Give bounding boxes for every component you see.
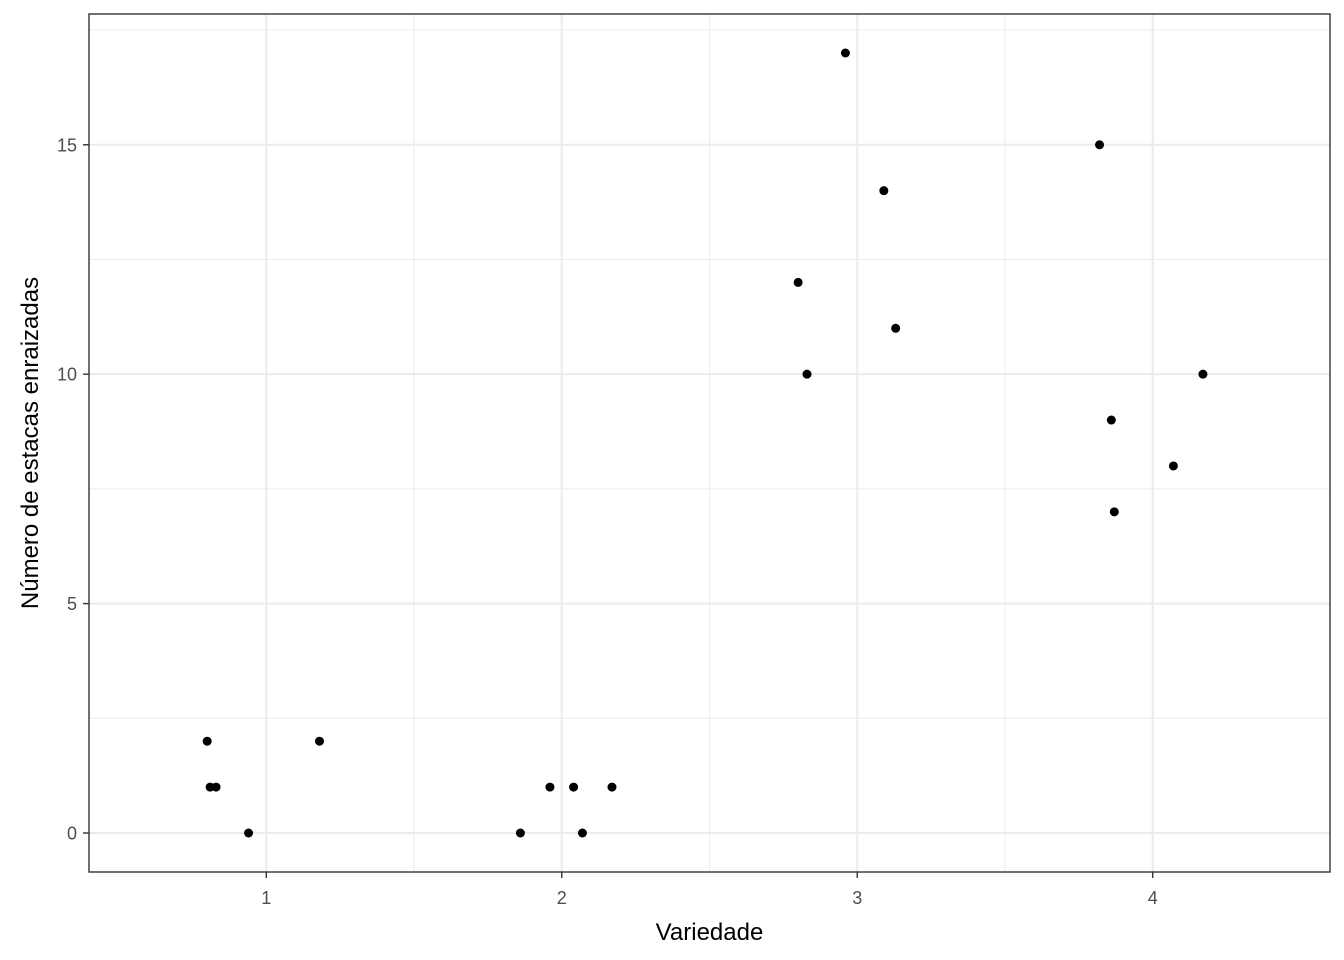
data-point bbox=[607, 782, 617, 792]
data-point bbox=[202, 736, 212, 746]
data-point bbox=[577, 828, 587, 838]
y-tick-label: 5 bbox=[67, 594, 77, 614]
data-point bbox=[891, 323, 901, 333]
data-point bbox=[314, 736, 324, 746]
panel-border bbox=[88, 13, 1331, 873]
data-point bbox=[1198, 369, 1208, 379]
data-point bbox=[840, 48, 850, 58]
data-point bbox=[802, 369, 812, 379]
data-point bbox=[1168, 461, 1178, 471]
data-point bbox=[879, 186, 889, 196]
x-tick-label: 3 bbox=[852, 888, 862, 908]
data-point bbox=[244, 828, 254, 838]
data-point bbox=[545, 782, 555, 792]
data-point bbox=[793, 277, 803, 287]
grid-lines bbox=[89, 14, 1330, 872]
x-axis-title: Variedade bbox=[656, 919, 764, 946]
data-point bbox=[569, 782, 579, 792]
x-tick-label: 4 bbox=[1148, 888, 1158, 908]
data-point bbox=[515, 828, 525, 838]
data-point bbox=[1095, 140, 1105, 150]
x-tick-label: 1 bbox=[261, 888, 271, 908]
axis-ticks: 1 2 3 4 0 5 10 15 bbox=[57, 135, 1158, 908]
data-point bbox=[1106, 415, 1116, 425]
y-tick-label: 10 bbox=[57, 365, 77, 385]
data-point bbox=[1109, 507, 1119, 517]
x-tick-label: 2 bbox=[557, 888, 567, 908]
data-point bbox=[211, 782, 221, 792]
y-tick-label: 15 bbox=[57, 135, 77, 155]
data-points bbox=[202, 48, 1208, 838]
y-tick-label: 0 bbox=[67, 824, 77, 844]
y-axis-title: Número de estacas enraizadas bbox=[17, 277, 44, 609]
